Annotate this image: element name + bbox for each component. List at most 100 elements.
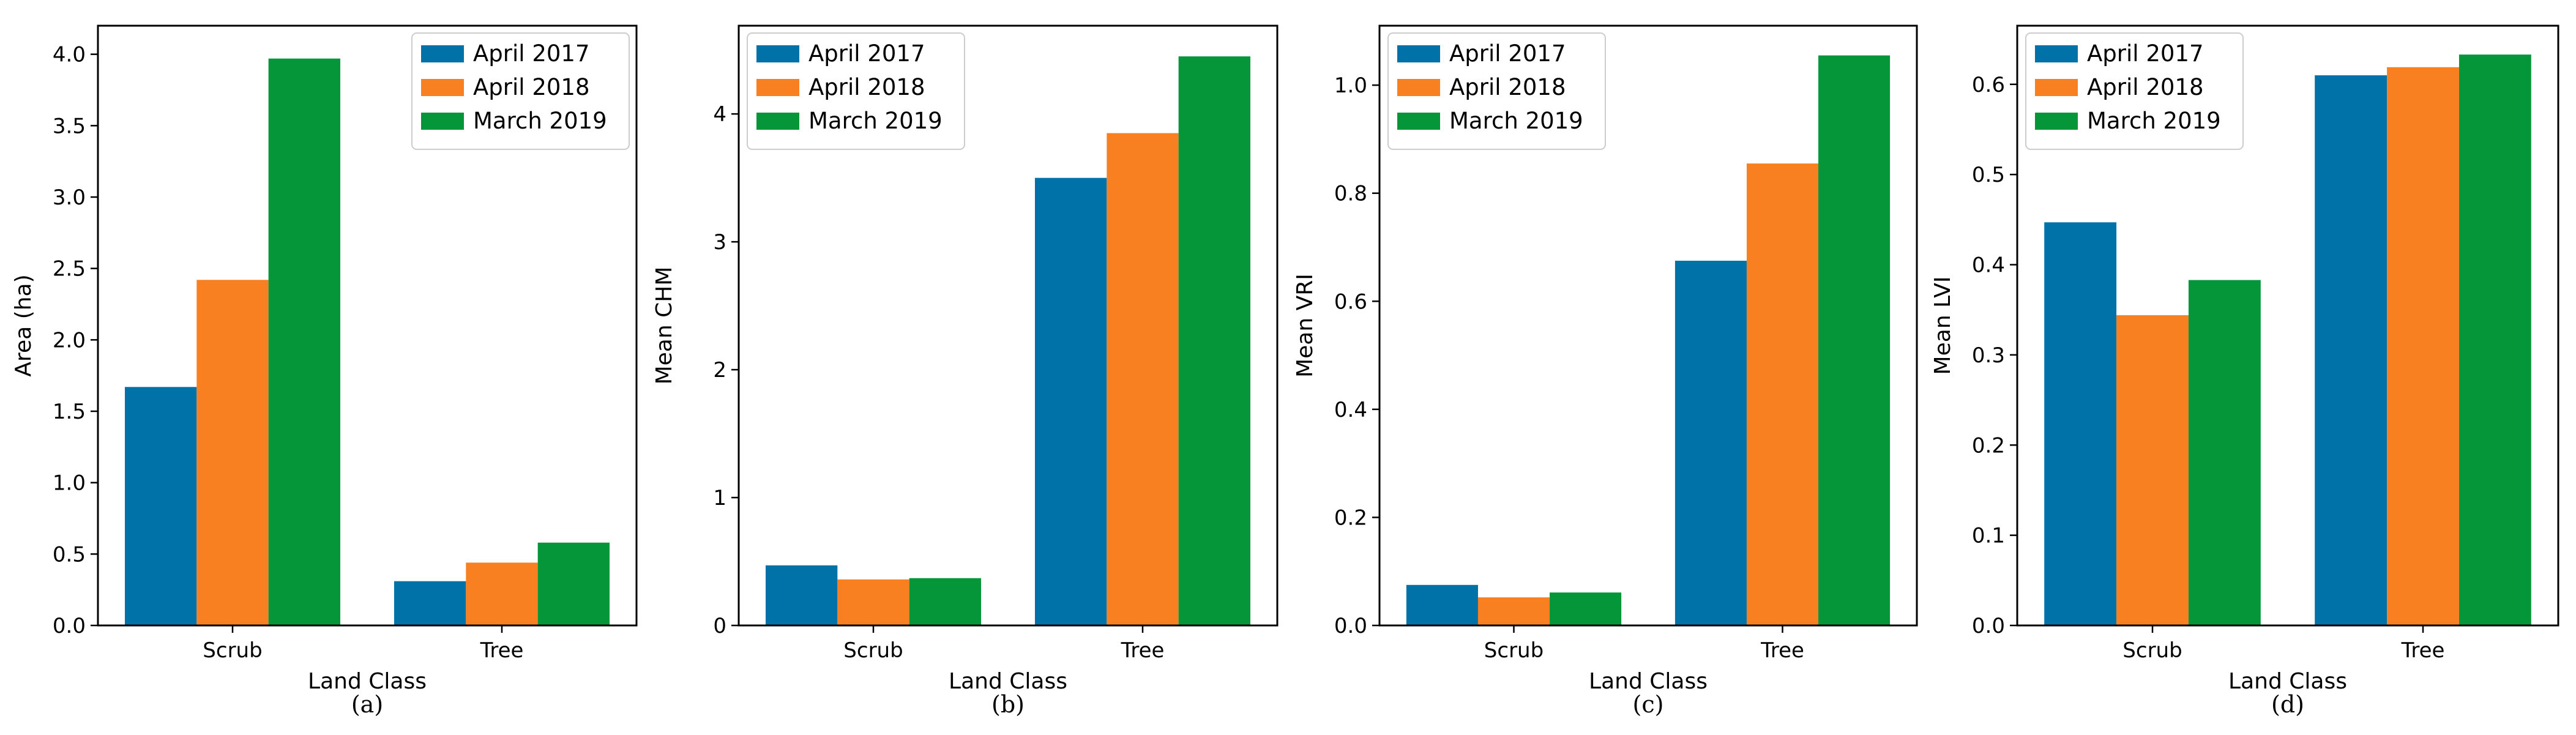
y-tick-label: 0.3 — [1972, 343, 2005, 368]
y-tick-label: 2.0 — [53, 328, 86, 353]
bar-tree-april-2017 — [394, 581, 466, 625]
bar-scrub-april-2017 — [125, 387, 197, 625]
y-tick-label: 2 — [713, 358, 726, 382]
legend: April 2017 April 2018 March 2019 — [2025, 32, 2244, 150]
bar-scrub-april-2018 — [837, 579, 909, 625]
bar-tree-march-2019 — [537, 542, 610, 625]
bar-tree-april-2017 — [1035, 177, 1107, 625]
bar-scrub-march-2019 — [1550, 592, 1622, 625]
legend-box — [1387, 32, 1606, 150]
chart-panel-4: 0.0 0.1 0.2 0.3 0.4 0.5 0.6 Scrub Tree Land Class… — [1930, 24, 2559, 718]
y-tick-label: 3.0 — [53, 185, 86, 210]
y-tick-label: 0.1 — [1972, 524, 2005, 548]
chart-panel-1: 0.0 0.5 1.0 1.5 2.0 2.5 3.0 3.5 4.0 Scrub Tree Land… — [11, 24, 638, 718]
bar-tree-march-2019 — [1818, 55, 1891, 626]
y-tick-label: 0.4 — [1972, 253, 2005, 278]
legend-label: April 2017 — [2087, 40, 2204, 67]
bar-tree-april-2017 — [1674, 261, 1747, 625]
bar-scrub-april-2017 — [766, 565, 838, 625]
legend-box — [2025, 32, 2244, 150]
y-tick-label: 1 — [713, 486, 726, 510]
legend-label: March 2019 — [1449, 108, 1583, 134]
y-tick-label: 1.0 — [53, 471, 86, 496]
x-tick-label: Tree — [480, 638, 524, 663]
legend-swatch — [421, 45, 464, 62]
y-tick-label: 4.0 — [53, 43, 86, 67]
plot-frame — [2016, 24, 2559, 627]
y-tick-label: 2.5 — [53, 257, 86, 282]
bar-tree-april-2017 — [2315, 75, 2387, 626]
legend-swatch — [421, 79, 464, 96]
legend-swatch — [1397, 79, 1440, 96]
legend-swatch — [2035, 45, 2078, 62]
bar-tree-april-2018 — [1107, 133, 1179, 625]
legend-box — [747, 32, 965, 150]
legend-label: April 2018 — [473, 74, 590, 100]
bar-tree-april-2018 — [466, 562, 538, 625]
y-axis-label: Area (ha) — [11, 274, 36, 376]
y-tick-label: 0.0 — [1972, 614, 2005, 638]
x-axis-label: Land Class — [949, 669, 1067, 694]
legend-label: March 2019 — [808, 108, 943, 134]
panel-caption: (b) — [991, 691, 1025, 718]
bar-tree-april-2018 — [1746, 163, 1819, 625]
y-tick-label: 4 — [713, 102, 726, 127]
x-tick-label: Tree — [1760, 638, 1804, 663]
y-tick-label: 3 — [713, 230, 726, 255]
panel-caption: (a) — [351, 691, 383, 718]
y-axis-label: Mean LVI — [1930, 277, 1955, 375]
y-tick-label: 0.4 — [1334, 398, 1367, 422]
y-tick-label: 3.5 — [53, 114, 86, 138]
bar-scrub-march-2019 — [268, 58, 340, 625]
plot-frame — [737, 24, 1279, 627]
x-tick-label: Scrub — [843, 638, 903, 663]
bar-scrub-april-2018 — [1477, 597, 1550, 625]
bar-scrub-april-2018 — [2116, 315, 2189, 625]
legend-label: April 2018 — [808, 74, 925, 100]
x-tick-label: Scrub — [1484, 638, 1544, 663]
legend-swatch — [756, 79, 799, 96]
y-tick-label: 1.0 — [1334, 73, 1367, 98]
x-tick-label: Tree — [2401, 638, 2445, 663]
x-tick-label: Scrub — [2122, 638, 2182, 663]
legend-label: April 2018 — [2087, 74, 2204, 100]
legend-box — [411, 32, 630, 150]
y-tick-label: 0.0 — [1334, 614, 1367, 638]
y-tick-label: 0.6 — [1334, 289, 1367, 314]
y-tick-label: 0.6 — [1972, 73, 2005, 97]
plot-frame — [1378, 24, 1918, 627]
y-tick-label: 0.8 — [1334, 182, 1367, 206]
bar-scrub-march-2019 — [909, 578, 981, 625]
x-tick-label: Tree — [1121, 638, 1165, 663]
chart-panel-2: 0 1 2 3 4 Scrub Tree Land Class Mean CHM (b) April… — [652, 24, 1279, 718]
bar-tree-march-2019 — [2458, 54, 2531, 625]
legend-label: March 2019 — [2087, 108, 2221, 134]
legend: April 2017 April 2018 March 2019 — [1387, 32, 1606, 150]
legend-swatch — [2035, 79, 2078, 96]
y-tick-label: 0.5 — [1972, 163, 2005, 187]
bar-scrub-april-2018 — [196, 280, 269, 625]
legend-swatch — [421, 113, 464, 130]
legend: April 2017 April 2018 March 2019 — [747, 32, 965, 150]
y-tick-label: 0 — [713, 614, 726, 638]
x-axis-label: Land Class — [2228, 669, 2347, 694]
y-tick-label: 1.5 — [53, 400, 86, 424]
panel-caption: (d) — [2271, 691, 2304, 718]
bar-scrub-april-2017 — [1406, 584, 1478, 625]
legend-label: April 2017 — [1449, 40, 1566, 67]
bar-tree-april-2018 — [2387, 67, 2459, 625]
y-tick-label: 0.2 — [1334, 506, 1367, 530]
bar-tree-march-2019 — [1178, 56, 1250, 626]
x-tick-label: Scrub — [203, 638, 262, 663]
panel-caption: (c) — [1633, 691, 1664, 718]
bar-scrub-april-2017 — [2044, 222, 2117, 625]
legend-label: April 2017 — [808, 40, 925, 67]
y-axis-label: Mean CHM — [652, 267, 677, 385]
chart-panel-3: 0.0 0.2 0.4 0.6 0.8 1.0 Scrub Tree Land Class Mea… — [1293, 24, 1918, 718]
bar-scrub-march-2019 — [2188, 280, 2261, 625]
x-axis-label: Land Class — [1589, 669, 1708, 694]
legend-label: March 2019 — [473, 108, 607, 134]
legend-label: April 2018 — [1449, 74, 1566, 100]
legend-label: April 2017 — [473, 40, 590, 67]
